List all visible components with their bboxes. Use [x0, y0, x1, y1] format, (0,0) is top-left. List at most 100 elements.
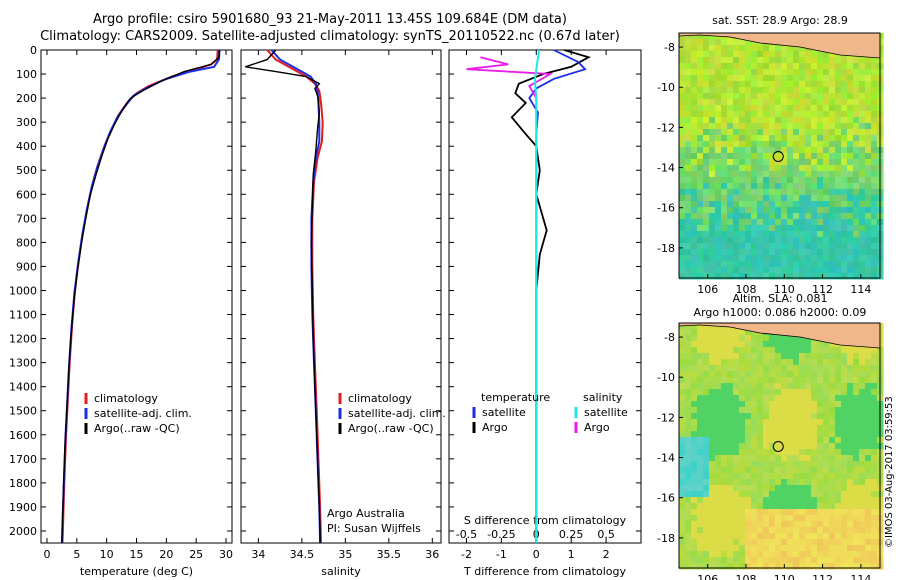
- map-cell: [769, 147, 776, 154]
- map-cell: [835, 557, 842, 564]
- map-cell: [817, 353, 824, 360]
- map-cell: [709, 243, 716, 250]
- x-tick-label: 36: [425, 548, 439, 561]
- map-cell: [739, 443, 746, 450]
- map-cell: [745, 377, 752, 384]
- map-cell: [829, 539, 836, 546]
- map-cell: [775, 267, 782, 274]
- map-cell: [805, 431, 812, 438]
- map-cell: [691, 557, 698, 564]
- map-cell: [727, 57, 734, 64]
- map-cell: [685, 87, 692, 94]
- map-cell: [793, 207, 800, 214]
- map-cell: [865, 123, 872, 130]
- map-cell: [721, 359, 728, 366]
- map-cell: [739, 365, 746, 372]
- map-cell: [739, 563, 746, 570]
- map-cell: [853, 563, 860, 570]
- map-cell: [811, 389, 818, 396]
- map-cell: [679, 273, 686, 280]
- map-cell: [727, 461, 734, 468]
- map-cell: [763, 413, 770, 420]
- map-cell: [871, 539, 878, 546]
- map-cell: [793, 99, 800, 106]
- map-cell: [709, 563, 716, 570]
- map-cell: [745, 485, 752, 492]
- map-cell: [775, 419, 782, 426]
- map-cell: [775, 377, 782, 384]
- map-cell: [775, 135, 782, 142]
- map-cell: [805, 395, 812, 402]
- map-cell: [835, 93, 842, 100]
- map-cell: [787, 485, 794, 492]
- map-cell: [679, 243, 686, 250]
- map-cell: [859, 255, 866, 262]
- map-cell: [697, 365, 704, 372]
- map-cell: [823, 413, 830, 420]
- map-cell: [745, 63, 752, 70]
- map-cell: [697, 419, 704, 426]
- map-cell: [745, 335, 752, 342]
- map-cell: [817, 135, 824, 142]
- map-cell: [829, 551, 836, 558]
- map-cell: [787, 99, 794, 106]
- x-tick-label: 34.5: [290, 548, 315, 561]
- map-cell: [799, 341, 806, 348]
- map-cell: [823, 383, 830, 390]
- map-cell: [799, 395, 806, 402]
- map-cell: [715, 225, 722, 232]
- map-cell: [709, 335, 716, 342]
- map-cell: [769, 273, 776, 280]
- map-cell: [853, 141, 860, 148]
- map-cell: [739, 359, 746, 366]
- map-cell: [871, 521, 878, 528]
- map-cell: [745, 231, 752, 238]
- map-cell: [745, 171, 752, 178]
- map-cell: [829, 431, 836, 438]
- map-cell: [853, 449, 860, 456]
- map-cell: [805, 219, 812, 226]
- map-cell: [841, 563, 848, 570]
- map-cell: [733, 341, 740, 348]
- map-cell: [787, 383, 794, 390]
- map-cell: [787, 123, 794, 130]
- map-cell: [775, 461, 782, 468]
- map-cell: [859, 99, 866, 106]
- map-cell: [757, 389, 764, 396]
- map-cell: [865, 207, 872, 214]
- map-cell: [733, 171, 740, 178]
- map-cell: [787, 177, 794, 184]
- map-cell: [823, 389, 830, 396]
- profile-panel-frame: [240, 49, 442, 544]
- map-cell: [745, 479, 752, 486]
- map-cell: [727, 51, 734, 58]
- map-cell: [703, 323, 710, 330]
- map-cell: [781, 207, 788, 214]
- map-cell: [733, 255, 740, 262]
- map-cell: [763, 491, 770, 498]
- map-cell: [871, 171, 878, 178]
- map-cell: [829, 527, 836, 534]
- map-cell: [691, 231, 698, 238]
- map-cell: [865, 449, 872, 456]
- map-cell: [685, 467, 692, 474]
- map-cell: [865, 461, 872, 468]
- map-cell: [799, 473, 806, 480]
- map-cell: [769, 407, 776, 414]
- map-cell: [697, 401, 704, 408]
- map-cell: [865, 365, 872, 372]
- map-cell: [685, 171, 692, 178]
- map-cell: [751, 533, 758, 540]
- map-cell: [733, 395, 740, 402]
- map-cell: [727, 81, 734, 88]
- map-cell: [727, 407, 734, 414]
- map-cell: [721, 371, 728, 378]
- map-cell: [847, 347, 854, 354]
- map-cell: [853, 183, 860, 190]
- map-cell: [829, 545, 836, 552]
- map-cell: [679, 255, 686, 262]
- map-cell: [691, 93, 698, 100]
- map-cell: [853, 171, 860, 178]
- map-cell: [775, 255, 782, 262]
- map-cell: [853, 425, 860, 432]
